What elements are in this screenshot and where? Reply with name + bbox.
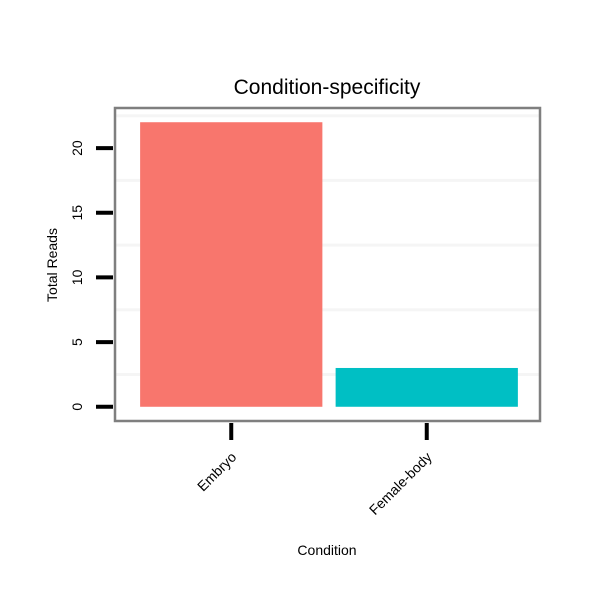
x-axis-label: Condition (297, 542, 356, 558)
x-tick-label: Embryo (194, 449, 240, 495)
y-tick-label: 20 (69, 140, 85, 156)
chart-title: Condition-specificity (234, 76, 421, 99)
bar-female-body (335, 367, 518, 407)
y-tick-label: 10 (69, 269, 85, 285)
x-tick-label: Female-body (366, 449, 435, 518)
y-tick-label: 15 (69, 205, 85, 221)
y-tick-label: 5 (69, 338, 85, 346)
bar-embryo (140, 122, 323, 407)
y-tick-label: 0 (69, 403, 85, 411)
y-axis-label: Total Reads (44, 228, 60, 302)
plot-panel-border (113, 106, 542, 423)
